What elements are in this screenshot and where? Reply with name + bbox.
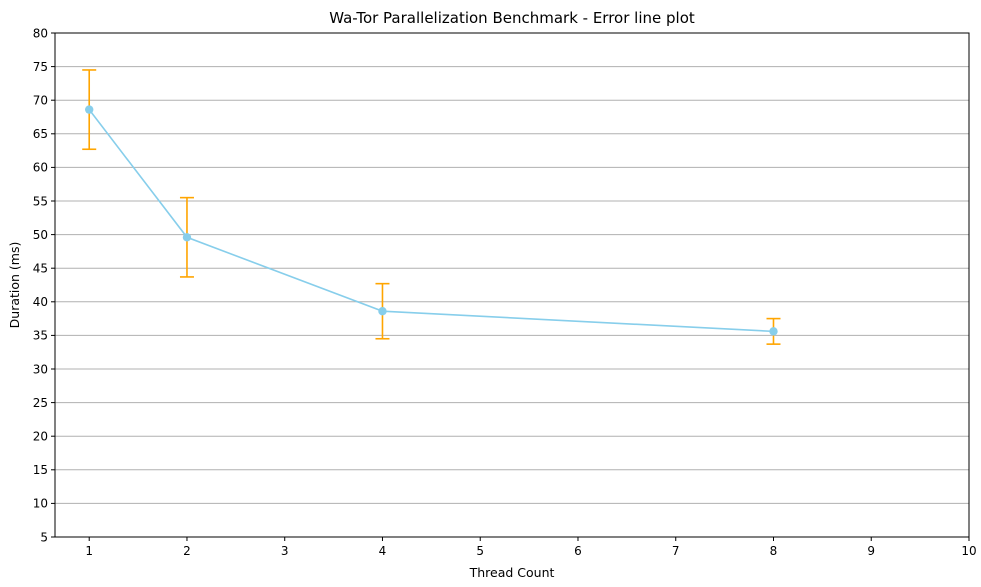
y-tick-label: 15 <box>33 463 48 477</box>
data-point-4 <box>378 307 387 316</box>
y-tick-label: 70 <box>33 94 48 108</box>
chart-title: Wa-Tor Parallelization Benchmark - Error… <box>329 9 695 27</box>
y-tick-label: 30 <box>33 362 48 376</box>
y-tick-label: 35 <box>33 329 48 343</box>
x-tick-label: 6 <box>574 544 582 558</box>
y-tick-label: 10 <box>33 497 48 511</box>
y-tick-label: 45 <box>33 262 48 276</box>
y-axis: 5 10 15 20 25 30 35 40 45 50 55 60 65 70 75 80 <box>33 26 55 544</box>
y-tick-label: 50 <box>33 228 48 242</box>
y-tick-label: 40 <box>33 295 48 309</box>
y-tick-label: 25 <box>33 396 48 410</box>
data-point-8 <box>769 327 778 336</box>
y-tick-label: 5 <box>40 530 48 544</box>
x-tick-label: 5 <box>476 544 484 558</box>
series-line <box>88 109 774 333</box>
y-tick-label: 55 <box>33 194 48 208</box>
y-axis-title: Duration (ms) <box>7 242 22 329</box>
x-tick-label: 7 <box>672 544 680 558</box>
y-tick-label: 80 <box>33 26 48 40</box>
x-tick-label: 3 <box>281 544 289 558</box>
x-tick-label: 4 <box>379 544 387 558</box>
x-axis-title: Thread Count <box>469 565 555 580</box>
y-tick-label: 20 <box>33 430 48 444</box>
x-tick-label: 1 <box>85 544 93 558</box>
series-layer <box>82 69 781 345</box>
x-tick-label: 9 <box>867 544 875 558</box>
y-tick-label: 60 <box>33 161 48 175</box>
x-tick-label: 10 <box>961 544 976 558</box>
plot-frame <box>54 32 970 538</box>
y-tick-label: 65 <box>33 127 48 141</box>
gridlines <box>55 66 969 504</box>
data-point-2 <box>182 233 192 242</box>
x-axis: 1 2 3 4 5 6 7 8 9 10 <box>85 537 977 558</box>
data-point-1 <box>85 105 94 114</box>
y-tick-label: 75 <box>33 60 48 74</box>
x-tick-label: 2 <box>183 544 191 558</box>
x-tick-label: 8 <box>770 544 778 558</box>
